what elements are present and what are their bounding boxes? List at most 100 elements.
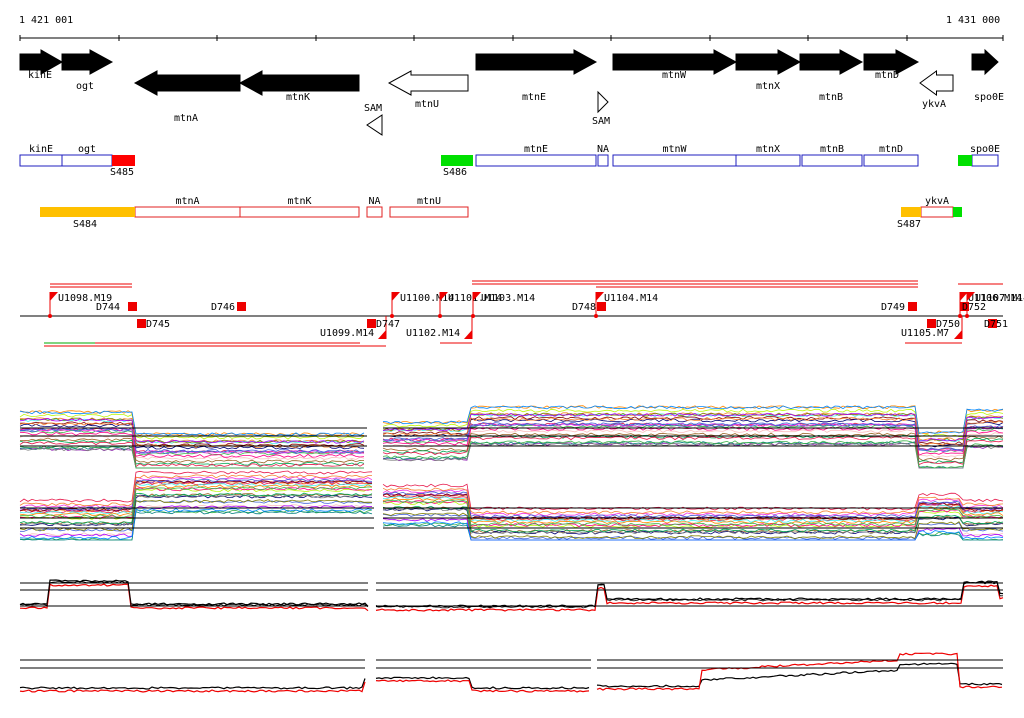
upshift-flag (50, 292, 58, 301)
downshift-marker: D747 (367, 319, 400, 330)
plus-transcript-box: mtnE (475, 144, 597, 167)
expression-trace (19, 431, 365, 458)
upshift-dot (594, 314, 598, 318)
expression-trace (19, 484, 373, 517)
plus-transcript-box: NA (597, 144, 609, 167)
expression-trace (382, 512, 1004, 539)
downshift-label: D750 (936, 319, 960, 330)
segment-label: S487 (897, 219, 921, 230)
segment-label: S486 (443, 167, 467, 178)
expression-trace (19, 678, 366, 690)
expression-trace (382, 499, 1004, 527)
upshift-flag (954, 330, 962, 339)
downshift-label: D748 (572, 302, 596, 313)
transcript-rect (366, 206, 383, 218)
transcript-label: mtnD (879, 144, 903, 155)
expression-trace (596, 652, 1003, 691)
downshift-box (988, 319, 997, 328)
gene-mtnk: mtnK (238, 70, 360, 103)
expression-trace (19, 439, 365, 466)
downshift-label: D749 (881, 302, 905, 313)
gene-label: mtnE (522, 92, 546, 103)
expression-trace (19, 583, 369, 612)
upshift-label: U1102.M14 (406, 328, 460, 339)
expression-trace (19, 508, 373, 540)
upshift-label: U1104.M14 (604, 293, 658, 304)
gene-arrow (971, 48, 999, 76)
upshift-flag (440, 292, 448, 301)
gene-label: SAM (592, 116, 610, 127)
expression-trace (19, 470, 373, 503)
expression-trace (382, 412, 1004, 442)
expression-panel-3-refs (20, 582, 1003, 607)
gene-label: kinE (28, 70, 52, 81)
transcript-rect (920, 206, 954, 218)
gene-arrow (863, 49, 920, 75)
downshift-marker: D751 (984, 319, 1008, 330)
upshift-flag (967, 292, 975, 301)
upshift-label: U1098.M19 (58, 293, 112, 304)
gene-arrow (366, 114, 383, 136)
gene-arrow (475, 49, 598, 75)
expression-trace (596, 662, 1003, 688)
plus-transcript-box: spo0E (970, 144, 1000, 167)
position-ruler: 1 421 001 1 431 000 (19, 15, 1004, 41)
upshift-label: U1107.M14 (975, 293, 1024, 304)
gene-mtnu: mtnU (387, 70, 469, 110)
upshift-dot (390, 314, 394, 318)
expression-trace (382, 429, 1004, 458)
gene-ogt: ogt (61, 49, 114, 92)
expression-trace (19, 482, 373, 515)
downshift-marker: D749 (881, 302, 917, 313)
gene-ykva: ykvA (919, 70, 954, 110)
expression-panel-1 (19, 405, 1004, 469)
transcript-label: ogt (78, 144, 96, 155)
expression-trace (382, 491, 1004, 519)
segment-green-small (958, 155, 972, 166)
segment-rect (112, 155, 135, 166)
downshift-label: D745 (146, 319, 170, 330)
expression-trace (19, 492, 373, 525)
expression-trace (19, 487, 373, 519)
gene-arrow (133, 70, 241, 96)
expression-trace (382, 487, 1004, 515)
expression-profile-panels (19, 405, 1004, 693)
segment-green-small (953, 207, 962, 217)
transcript-rect (863, 154, 919, 167)
minus-transcript-box: NA (366, 196, 383, 218)
expression-trace (382, 521, 1004, 541)
gene-label: mtnA (174, 113, 198, 124)
gene-sam: SAM (364, 103, 383, 136)
upshift-marker: U1102.M14 (406, 316, 473, 339)
downshift-box (908, 302, 917, 311)
expression-trace (19, 413, 365, 440)
plus-transcript-box: mtnD (863, 144, 919, 167)
upshift-flag (378, 330, 386, 339)
downshift-label: D752 (962, 302, 986, 313)
expression-trace (19, 417, 365, 444)
expression-trace (382, 442, 1004, 469)
expression-trace (375, 679, 590, 693)
segment-rect (901, 207, 921, 217)
minus-transcript-box: ykvA (920, 196, 954, 218)
expression-trace (382, 495, 1004, 523)
expression-panel-2 (19, 470, 1004, 541)
plus-segment: S485 (110, 155, 135, 178)
downshift-label: D747 (376, 319, 400, 330)
expression-trace (382, 483, 1004, 511)
ruler-end-label: 1 431 000 (946, 15, 1000, 26)
expression-trace (19, 429, 365, 456)
plus-transcript-box: mtnX (735, 144, 801, 167)
downshift-marker: D748 (572, 302, 606, 313)
downshift-box (597, 302, 606, 311)
expression-panel-4-refs (20, 659, 1003, 669)
expression-trace (19, 681, 366, 693)
segment-label: S485 (110, 167, 134, 178)
transcript-label: mtnW (662, 144, 687, 155)
expression-trace (19, 427, 365, 453)
expression-trace (382, 489, 1004, 517)
upshift-flag (392, 292, 400, 301)
transcript-rect (475, 154, 597, 167)
upshift-flag (464, 330, 472, 339)
